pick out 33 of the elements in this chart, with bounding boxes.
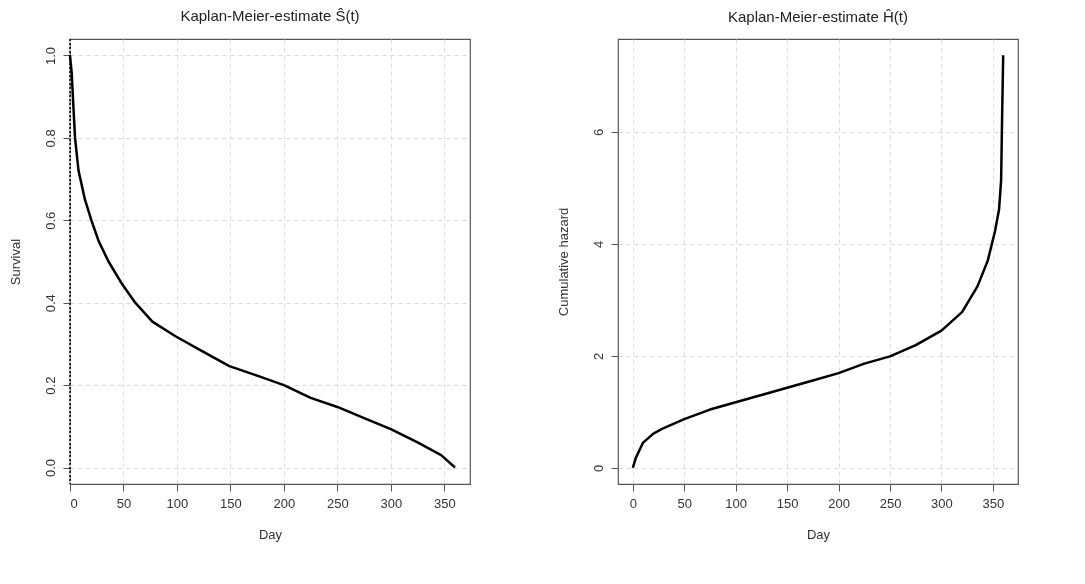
x-tick-label: 100 bbox=[166, 495, 189, 511]
chart-title: Kaplan-Meier-estimate Ĥ(t) bbox=[727, 8, 909, 25]
x-tick-label: 200 bbox=[273, 495, 296, 511]
y-tick-label: 0.8 bbox=[42, 129, 58, 148]
x-tick-label: 200 bbox=[828, 495, 850, 511]
x-tick-label: 250 bbox=[879, 495, 902, 511]
x-axis-title: Day bbox=[258, 526, 283, 542]
y-tick-label: 0.0 bbox=[42, 458, 58, 478]
y-tick-label: 6 bbox=[590, 128, 606, 137]
x-tick-label: 300 bbox=[931, 495, 953, 511]
line-series bbox=[631, 53, 1005, 470]
x-tick-label: 0 bbox=[629, 495, 637, 511]
y-tick-label: 4 bbox=[590, 240, 606, 248]
x-tick-label: 50 bbox=[677, 495, 692, 511]
x-tick-label: 50 bbox=[116, 495, 132, 511]
y-tick-label: 0.4 bbox=[42, 294, 58, 313]
x-axis-title: Day bbox=[806, 526, 831, 542]
y-tick-label: 0.2 bbox=[42, 376, 58, 395]
x-tick-label: 300 bbox=[380, 495, 403, 511]
y-tick-label: 2 bbox=[590, 352, 606, 360]
chart-title: Kaplan-Meier-estimate Ŝ(t) bbox=[180, 7, 360, 25]
x-tick-label: 0 bbox=[70, 495, 78, 511]
y-axis-title: Cumulative hazard bbox=[555, 207, 571, 317]
x-tick-label: 350 bbox=[433, 495, 456, 511]
y-tick-label: 0.6 bbox=[42, 211, 58, 230]
x-tick-label: 250 bbox=[327, 495, 349, 511]
x-tick-label: 150 bbox=[776, 495, 799, 511]
x-tick-label: 350 bbox=[982, 495, 1005, 511]
y-tick-label: 1.0 bbox=[42, 46, 58, 66]
x-tick-label: 150 bbox=[220, 495, 242, 511]
y-axis-title: Survival bbox=[7, 238, 23, 286]
y-tick-label: 0 bbox=[590, 464, 606, 472]
x-tick-label: 100 bbox=[725, 495, 748, 511]
